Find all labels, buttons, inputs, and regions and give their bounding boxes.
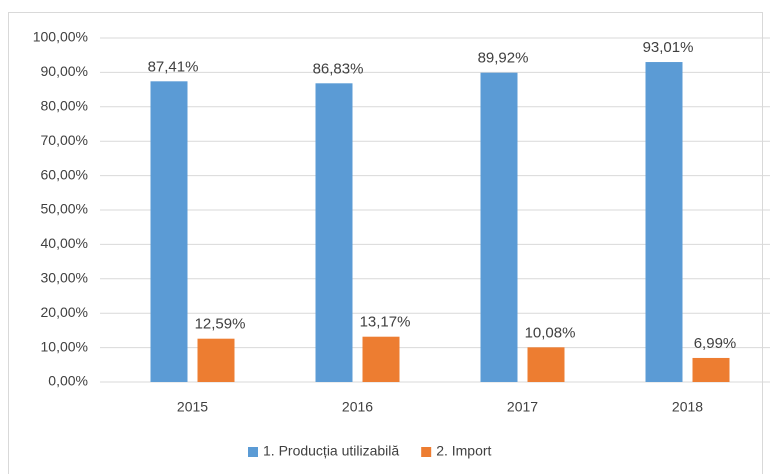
bar [362,336,400,382]
x-tick-label: 2018 [672,399,703,415]
legend-label: 1. Producția utilizabilă [263,443,399,459]
chart-frame [8,12,763,474]
bar [315,83,353,382]
value-label: 89,92% [478,50,529,67]
bar [480,72,518,382]
y-tick-label: 50,00% [41,201,88,217]
y-tick-label: 60,00% [41,166,88,182]
legend-swatch [421,447,432,457]
value-label: 13,17% [360,314,411,331]
bar [527,347,565,382]
y-tick-label: 30,00% [41,270,88,286]
x-tick-label: 2017 [507,399,538,415]
y-tick-label: 10,00% [41,338,88,354]
y-tick-label: 20,00% [41,304,88,320]
y-tick-label: 90,00% [41,63,88,79]
value-label: 86,83% [313,60,364,77]
value-label: 12,59% [195,316,246,333]
y-tick-label: 100,00% [33,29,88,45]
bar [150,81,188,382]
y-tick-label: 40,00% [41,235,88,251]
value-label: 6,99% [694,335,737,352]
bar [197,338,235,382]
legend-label: 2. Import [436,443,491,459]
bar [645,62,683,383]
value-label: 93,01% [643,39,694,56]
y-tick-label: 70,00% [41,132,88,148]
x-tick-label: 2015 [177,399,208,415]
value-label: 87,41% [148,58,199,75]
y-tick-label: 0,00% [48,373,88,389]
x-tick-label: 2016 [342,399,373,415]
bar [692,357,730,382]
y-tick-label: 80,00% [41,98,88,114]
legend-swatch [248,447,258,457]
value-label: 10,08% [525,324,576,341]
